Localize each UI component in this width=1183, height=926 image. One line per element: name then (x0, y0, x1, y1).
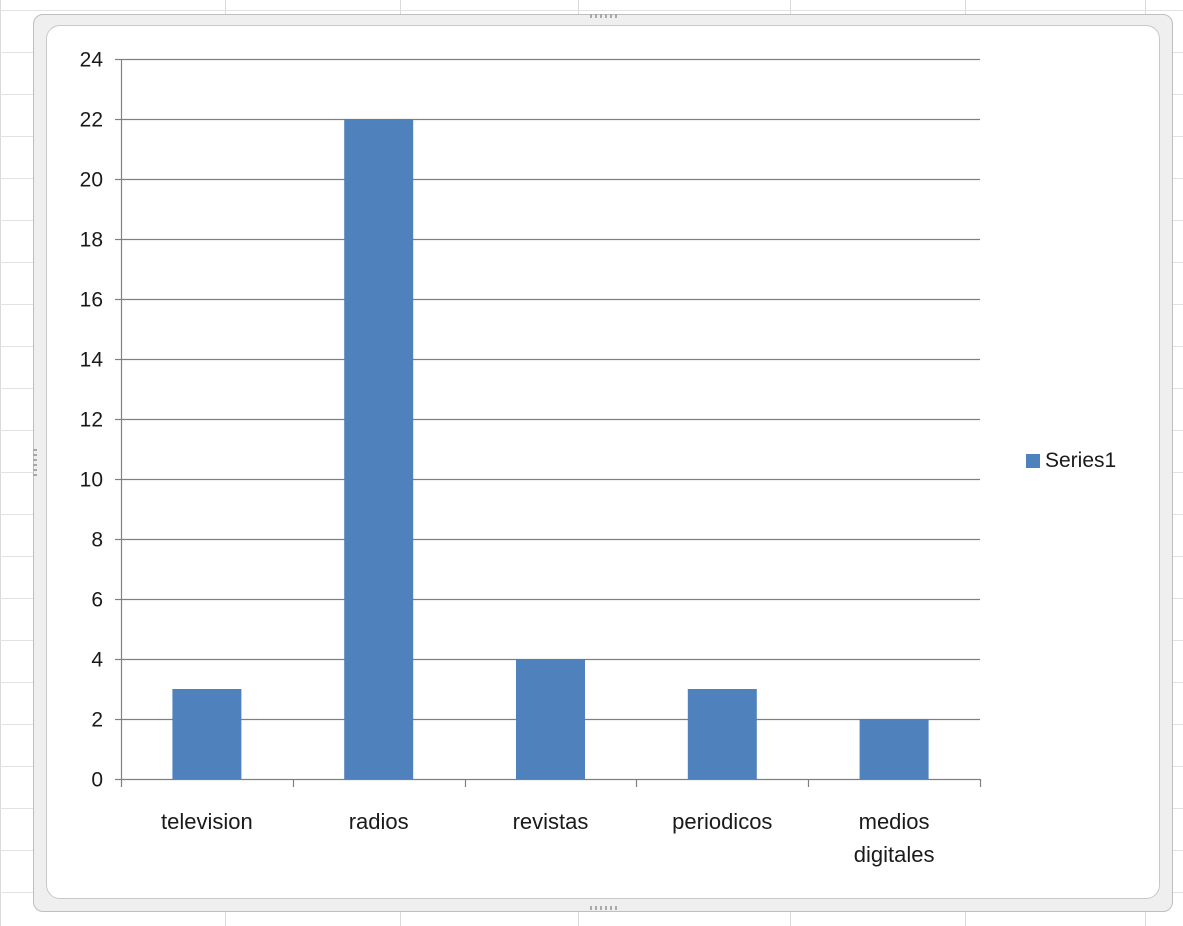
y-tick-label: 20 (80, 169, 103, 192)
y-tick-label: 12 (80, 409, 103, 432)
y-tick-label: 16 (80, 289, 103, 312)
legend-label-series1: Series1 (1045, 449, 1117, 472)
bar-television (172, 689, 242, 779)
y-tick-label: 18 (80, 229, 103, 252)
resize-handle-left[interactable] (33, 449, 37, 477)
y-tick-label: 0 (91, 769, 103, 792)
bar-revistas (516, 659, 585, 779)
y-tick-label: 8 (91, 529, 103, 552)
bar-medios-digitales (859, 719, 929, 779)
legend-swatch-series1 (1026, 454, 1040, 468)
y-tick-label: 10 (80, 469, 103, 492)
x-category-label: medios digitales (854, 809, 935, 867)
chart-legend[interactable]: Series1 (1026, 449, 1116, 473)
resize-handle-bottom[interactable] (590, 906, 618, 910)
y-tick-label: 6 (91, 589, 103, 612)
chart-object-frame[interactable] (33, 14, 1173, 912)
y-tick-label: 2 (91, 709, 103, 732)
y-tick-label: 14 (80, 349, 104, 372)
y-tick-label: 22 (80, 109, 103, 132)
x-category-label: television (161, 809, 253, 834)
resize-handle-top[interactable] (590, 14, 618, 18)
bar-periodicos (687, 689, 757, 779)
x-category-label: revistas (513, 809, 589, 834)
y-tick-label: 4 (91, 649, 103, 672)
y-tick-label: 24 (80, 49, 104, 72)
chart-area[interactable] (46, 25, 1160, 899)
x-category-label: radios (349, 809, 409, 834)
x-category-label: periodicos (672, 809, 772, 834)
bar-radios (344, 119, 414, 779)
